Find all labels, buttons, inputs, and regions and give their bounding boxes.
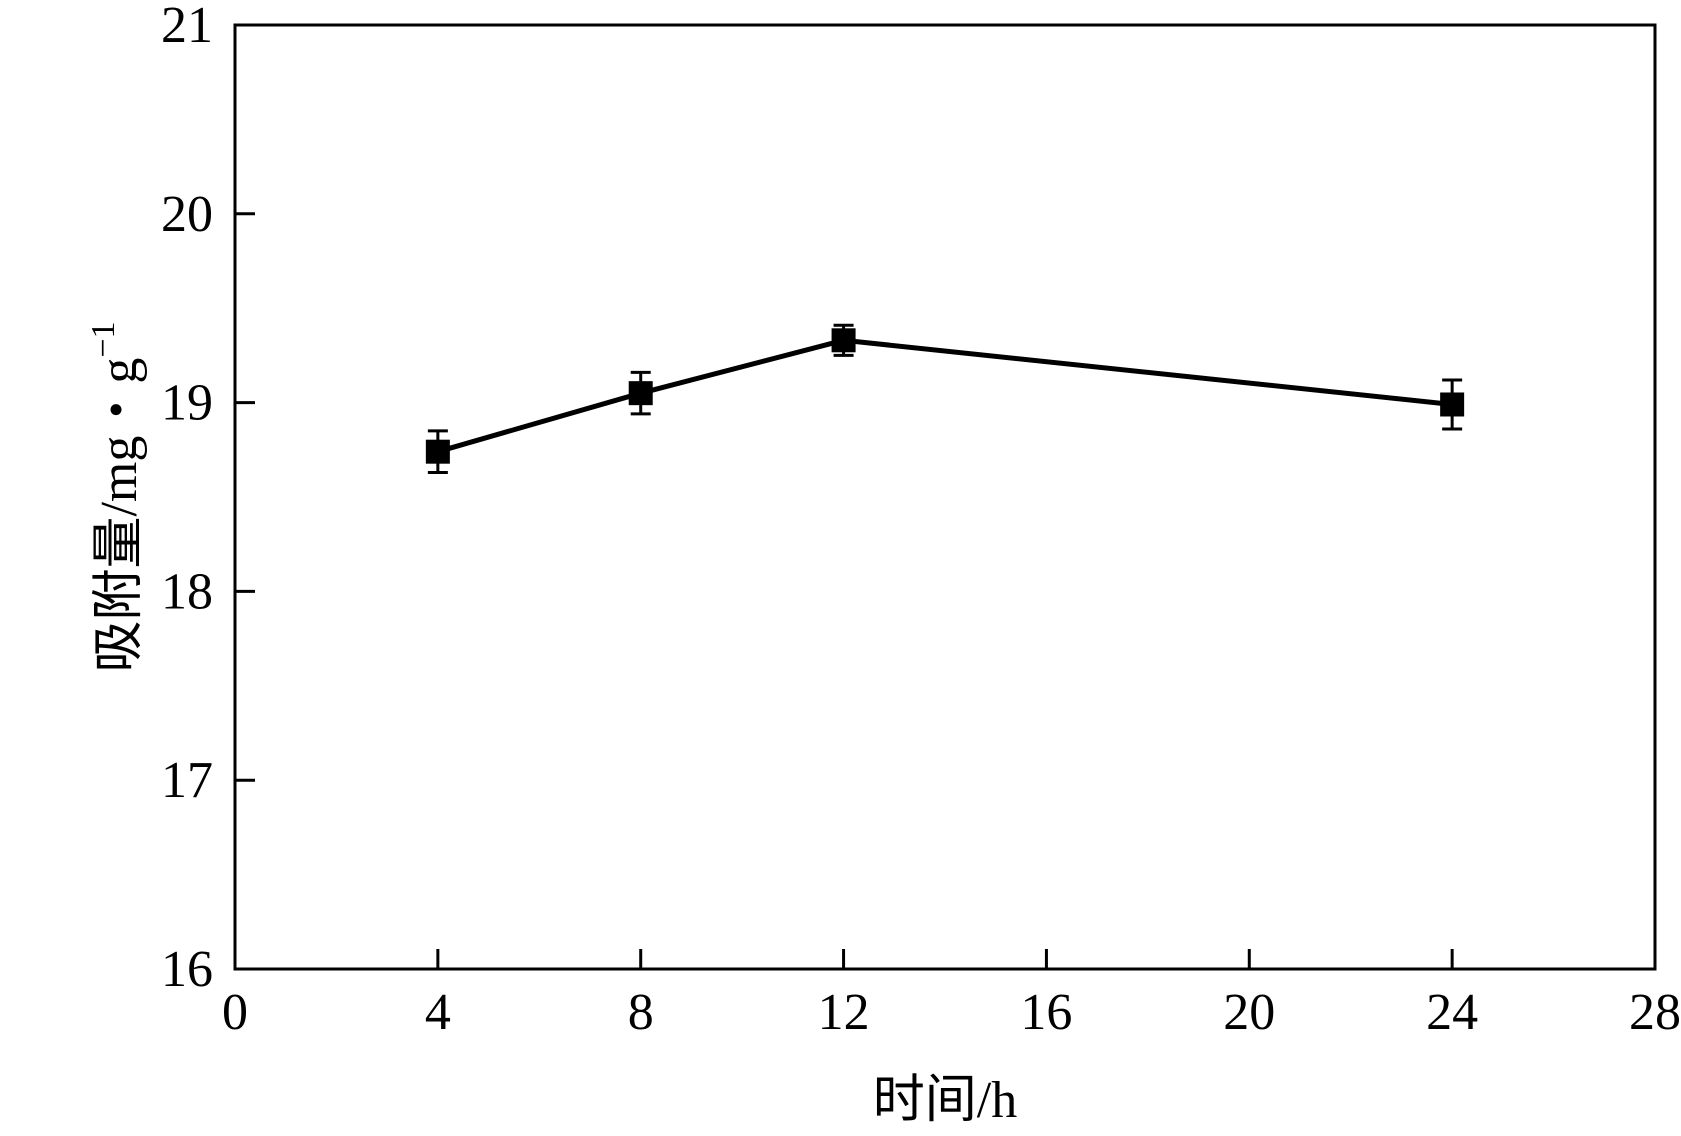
x-tick-label: 28 bbox=[1629, 984, 1681, 1041]
data-point-marker bbox=[628, 381, 653, 406]
y-tick-label: 17 bbox=[161, 752, 213, 809]
y-axis-label-group: 吸附量/mg・g−1 bbox=[85, 321, 148, 672]
y-axis-ticks: 16 17 18 19 20 21 bbox=[161, 0, 255, 998]
x-tick-label: 20 bbox=[1223, 984, 1275, 1041]
data-point-marker bbox=[425, 439, 450, 464]
x-tick-label: 24 bbox=[1426, 984, 1478, 1041]
x-axis-ticks: 0 4 8 12 16 20 24 28 bbox=[222, 949, 1681, 1041]
y-axis-label: 吸附量/mg・g bbox=[91, 358, 148, 673]
x-tick-label: 12 bbox=[818, 984, 870, 1041]
plot-frame bbox=[233, 23, 1657, 971]
x-tick-label: 0 bbox=[222, 984, 248, 1041]
data-point-marker bbox=[1440, 392, 1465, 417]
data-point-marker bbox=[831, 328, 856, 353]
svg-text:吸附量/mg・g−1: 吸附量/mg・g−1 bbox=[85, 321, 148, 672]
x-tick-label: 8 bbox=[628, 984, 654, 1041]
y-tick-label: 20 bbox=[161, 186, 213, 243]
x-tick-label: 4 bbox=[425, 984, 451, 1041]
series-layer bbox=[425, 323, 1465, 474]
y-tick-label: 19 bbox=[161, 375, 213, 432]
y-tick-label: 18 bbox=[161, 563, 213, 620]
y-tick-label: 16 bbox=[161, 941, 213, 998]
x-tick-label: 16 bbox=[1020, 984, 1072, 1041]
x-axis-label: 时间/h bbox=[873, 1072, 1017, 1129]
y-axis-label-superscript: −1 bbox=[85, 321, 122, 357]
series-line bbox=[437, 337, 1453, 455]
y-tick-label: 21 bbox=[161, 0, 213, 54]
